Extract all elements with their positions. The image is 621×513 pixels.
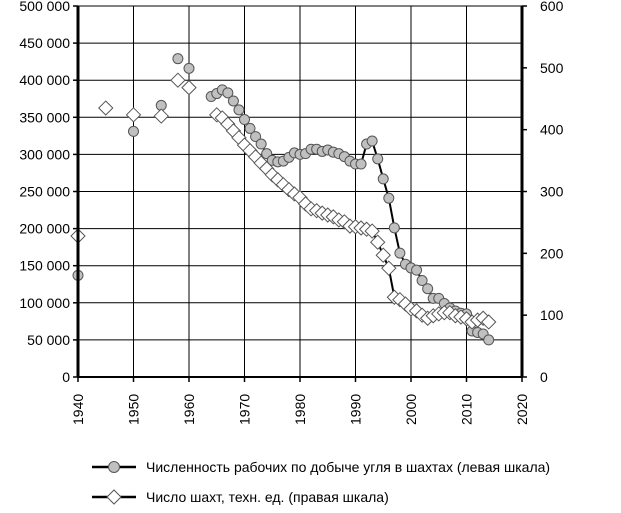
x-tick-label: 1980: [292, 394, 308, 425]
data-point-mines: [375, 247, 391, 263]
data-point-workers: [255, 138, 267, 150]
legend: Численность рабочих по добыче угля в шах…: [92, 459, 550, 505]
y-right-tick-label: 0: [540, 369, 548, 385]
y-left-tick-label: 150 000: [19, 258, 70, 274]
y-left-tick-label: 400 000: [19, 72, 70, 88]
legend-marker-mines: [106, 489, 122, 505]
grid: [77, 5, 523, 378]
y-left-tick-label: 450 000: [19, 35, 70, 51]
x-tick-label: 1950: [126, 394, 142, 425]
data-point-workers: [244, 122, 256, 134]
data-point-workers: [128, 125, 139, 137]
legend-label-mines: Число шахт, техн. ед. (правая шкала): [146, 489, 389, 505]
x-tick-label: 2020: [514, 394, 530, 425]
y-left-tick-label: 0: [62, 369, 70, 385]
data-point-workers: [239, 114, 250, 126]
data-point-mines: [153, 108, 169, 124]
data-point-workers: [355, 158, 367, 170]
y-right-tick-label: 200: [540, 245, 564, 261]
legend-marker-workers: [108, 461, 120, 473]
data-point-workers: [383, 192, 395, 204]
x-tick-label: 1970: [237, 394, 253, 425]
x-tick-label: 1960: [181, 394, 197, 425]
axes: 1940 1950 1960 1970 1980 1990 2000 2010 2020050 …: [19, 0, 563, 425]
data-point-workers: [366, 135, 378, 147]
y-left-tick-label: 500 000: [19, 0, 70, 14]
y-left-tick-label: 350 000: [19, 109, 70, 125]
y-left-tick-label: 250 000: [19, 184, 70, 200]
x-tick-label: 1990: [348, 394, 364, 425]
data-point-workers: [394, 247, 406, 259]
data-point-workers: [172, 53, 184, 65]
data-point-mines: [369, 234, 386, 250]
y-right-tick-label: 600: [540, 0, 564, 14]
data-point-workers: [233, 104, 245, 116]
y-right-tick-label: 500: [540, 60, 564, 76]
data-point-mines: [170, 72, 186, 88]
series-layer: [70, 53, 497, 346]
data-point-workers: [377, 173, 389, 185]
data-point-workers: [411, 264, 423, 276]
y-left-tick-label: 50 000: [27, 332, 70, 348]
x-tick-label: 2000: [403, 394, 419, 425]
data-point-workers: [227, 95, 239, 107]
data-point-workers: [183, 62, 195, 74]
data-point-mines: [364, 223, 380, 239]
y-left-tick-label: 100 000: [19, 295, 70, 311]
data-point-workers: [388, 222, 400, 234]
data-point-mines: [125, 107, 142, 123]
legend-label-workers: Численность рабочих по добыче угля в шах…: [146, 459, 550, 475]
y-left-tick-label: 200 000: [19, 221, 70, 237]
data-point-mines: [181, 79, 197, 96]
x-tick-label: 2010: [459, 394, 475, 425]
y-right-tick-label: 300: [540, 184, 564, 200]
data-point-workers: [422, 283, 434, 295]
y-right-tick-label: 100: [540, 307, 564, 323]
y-right-tick-label: 400: [540, 122, 564, 138]
data-point-workers: [483, 334, 495, 346]
data-point-workers: [416, 275, 428, 287]
data-point-mines: [381, 260, 397, 276]
data-point-workers: [250, 131, 262, 143]
y-left-tick-label: 300 000: [19, 146, 70, 162]
x-tick-label: 1940: [70, 394, 86, 425]
data-point-workers: [222, 87, 234, 99]
data-point-mines: [480, 314, 497, 330]
data-point-mines: [98, 100, 114, 116]
data-point-workers: [372, 153, 384, 165]
